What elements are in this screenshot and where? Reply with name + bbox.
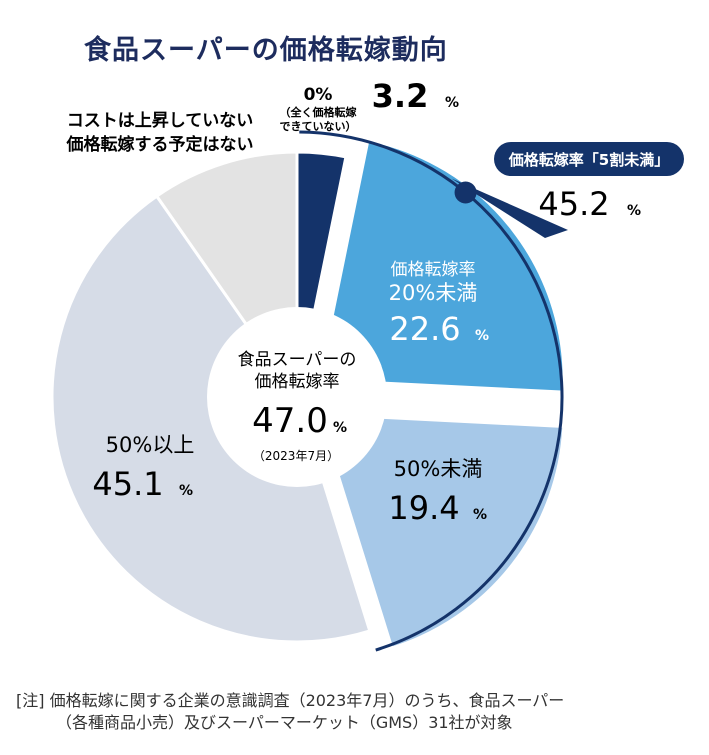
slice-value-under20: 22.6 [389, 310, 460, 348]
slice-label-under20-line2: 20%未満 [389, 281, 478, 305]
callout-bracket-arc [299, 130, 564, 652]
center-label-line2: 価格転嫁率 [255, 372, 340, 392]
callout-label: 価格転嫁率「5割未満」 [508, 151, 669, 169]
footnote-line-1: [注] 価格転嫁に関する企業の意識調査（2023年7月）のうち、食品スーパー [16, 691, 565, 710]
slice-label-under20-line1: 価格転嫁率 [391, 260, 476, 280]
slice-pct-under20: % [475, 328, 489, 344]
callout-pointer [451, 178, 568, 238]
callout-dot [454, 181, 477, 204]
slice-label-over50-line1: 50%以上 [106, 433, 195, 457]
slice-label-under50-line1: 50%未満 [394, 457, 483, 481]
slice-label-no-plan-line2: 価格転嫁する予定はない [66, 134, 254, 155]
center-value: 47.0 [252, 401, 328, 441]
slice-label-zero-line3: できていない） [280, 120, 357, 133]
slice-label-zero-line1: 0% [304, 85, 333, 105]
chart-title: 食品スーパーの価格転嫁動向 [84, 35, 448, 66]
slice-label-no-plan-line1: コストは上昇していない [67, 111, 254, 131]
slice-value-under50: 19.4 [388, 489, 459, 527]
pie-slice-under20 [317, 138, 566, 394]
callout-badge [494, 142, 684, 176]
pie-center-hole [207, 307, 387, 487]
footnote: [注] 価格転嫁に関する企業の意識調査（2023年7月）のうち、食品スーパー （… [16, 690, 564, 734]
slice-value-over50: 45.1 [92, 465, 163, 503]
footnote-line-2: （各種商品小売）及びスーパーマーケット（GMS）31社が対象 [56, 713, 513, 732]
callout-value: 45.2 [538, 185, 609, 223]
slice-pct-over50: % [179, 483, 193, 499]
slice-value-zero: 3.2 [372, 77, 429, 115]
callout-pct: % [627, 203, 641, 219]
center-date: （2023年7月） [253, 449, 339, 463]
slice-pct-under50: % [473, 507, 487, 523]
slice-pct-zero: % [445, 95, 459, 111]
center-label-line1: 食品スーパーの [238, 350, 357, 370]
pie-slice-under50 [317, 412, 566, 650]
slice-label-zero-line2: （全く価格転嫁 [280, 105, 357, 119]
center-pct: % [333, 420, 347, 436]
